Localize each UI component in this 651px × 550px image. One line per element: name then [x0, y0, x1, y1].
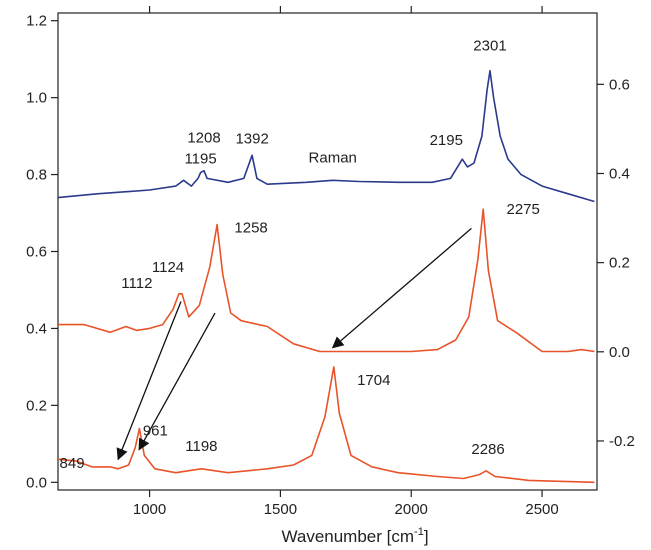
- y-left-tick-label: 0.6: [26, 244, 47, 261]
- arrow: [331, 227, 472, 349]
- x-axis-title: Wavenumber [cm-1]: [281, 526, 428, 546]
- y-right-tick-label: 0.0: [609, 344, 630, 361]
- y-right-tick-label: 0.4: [609, 165, 630, 182]
- peak-label: 2286: [471, 441, 504, 458]
- peak-label: 961: [143, 422, 168, 439]
- peak-label: 1392: [235, 130, 268, 147]
- plot-frame: [57, 12, 598, 491]
- series-group: [57, 69, 595, 484]
- peak-label: 1208: [187, 130, 220, 147]
- peak-label: 1198: [185, 438, 217, 455]
- peak-label: 1112: [121, 275, 152, 292]
- plot-border: [57, 12, 598, 491]
- x-axis: 1000 1500 2000 2500: [133, 6, 559, 518]
- y-right-tick-label: 0.2: [609, 255, 630, 272]
- y-left-tick-label: 0.8: [26, 167, 47, 184]
- y-left-tick-label: 0.0: [26, 474, 47, 491]
- peak-label: 1704: [357, 372, 390, 389]
- arrow: [116, 301, 182, 461]
- peak-label: 1124: [152, 259, 184, 276]
- x-axis-title-close: ]: [424, 527, 429, 546]
- y-left-tick-label: 1.2: [26, 13, 47, 30]
- x-tick-label: 2500: [525, 501, 558, 518]
- x-tick-label: 2000: [395, 501, 428, 518]
- x-axis-title-superscript: -1: [414, 526, 424, 538]
- series-line-2: [58, 208, 595, 353]
- y-right-tick-label: -0.2: [609, 433, 635, 450]
- peak-label: 1258: [234, 220, 267, 237]
- arrow: [138, 312, 216, 451]
- peak-label: 2275: [506, 201, 539, 218]
- y-right-tick-label: 0.6: [609, 76, 630, 93]
- x-tick-label: 1500: [264, 501, 297, 518]
- y-left-tick-label: 1.0: [26, 90, 47, 107]
- peak-label: 849: [60, 455, 85, 472]
- peak-label: 2195: [430, 132, 463, 149]
- y-left-tick-label: 0.4: [26, 320, 47, 337]
- peak-label: Raman: [309, 149, 357, 166]
- peak-label: 1195: [184, 151, 216, 168]
- series-line-1: [57, 69, 595, 203]
- peak-labels: 2301 1208 1195 1392 2195 Raman 2275 1258 1124111…: [60, 38, 540, 472]
- x-tick-label: 1000: [133, 501, 166, 518]
- y-axis-left: 0.0 0.2 0.4 0.6 0.8 1.0 1.2: [26, 13, 58, 491]
- arrows-group: [116, 227, 472, 461]
- x-axis-title-main: Wavenumber [cm: [281, 527, 414, 546]
- y-left-tick-label: 0.2: [26, 397, 47, 414]
- series-line-3: [57, 366, 595, 484]
- peak-label: 2301: [473, 38, 506, 55]
- y-axis-right: -0.2 0.0 0.2 0.4 0.6: [597, 76, 635, 450]
